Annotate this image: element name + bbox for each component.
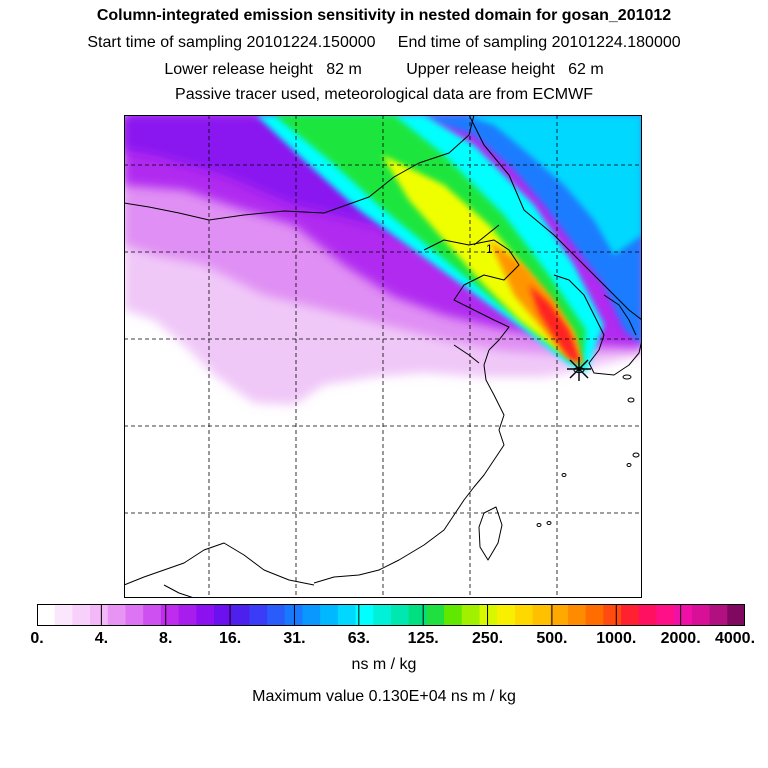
colorbar-swatch bbox=[550, 604, 569, 626]
colorbar-tick-label: 0. bbox=[30, 630, 44, 647]
sensitivity-field-purple bbox=[124, 115, 544, 305]
colorbar-tick-label: 16. bbox=[218, 630, 242, 647]
colorbar-swatch bbox=[284, 604, 304, 626]
colorbar-swatch bbox=[674, 604, 693, 626]
colorbar-swatch bbox=[160, 604, 180, 626]
colorbar-border bbox=[37, 604, 745, 626]
colorbar-tick-label: 125. bbox=[407, 630, 439, 647]
colorbar-swatch bbox=[691, 604, 711, 626]
colorbar-swatch bbox=[249, 604, 268, 626]
colorbar-swatch bbox=[355, 604, 374, 626]
colorbar-swatch bbox=[178, 604, 197, 626]
colorbar-tick-label: 31. bbox=[283, 630, 306, 647]
colorbar-tick-label: 250. bbox=[471, 630, 504, 647]
colorbar-tick-label: 1000. bbox=[596, 630, 637, 647]
colorbar-tick-label: 2000. bbox=[660, 630, 701, 647]
colorbar-swatch bbox=[37, 604, 56, 626]
map-border bbox=[124, 115, 642, 598]
colorbar-tick-labels: 0. 4. 8. 16. 31. 63. 125. 250. 500. 1000. 2000. 400… bbox=[0, 630, 768, 652]
colorbar-swatch bbox=[214, 604, 233, 626]
coastlines bbox=[124, 115, 642, 598]
colorbar-swatch bbox=[568, 604, 587, 626]
colorbar-swatch bbox=[143, 604, 162, 626]
sampling-time-line: Start time of sampling 20101224.150000 E… bbox=[87, 34, 681, 51]
colorbar-swatch bbox=[656, 604, 675, 626]
colorbar-swatch bbox=[585, 604, 604, 626]
colorbar-swatch bbox=[408, 604, 427, 626]
colorbar-swatch bbox=[72, 604, 91, 626]
release-label-marker: 1 bbox=[486, 242, 493, 256]
colorbar-swatch bbox=[231, 604, 250, 626]
plume-red bbox=[529, 285, 581, 363]
colorbar-tick-label: 4000. bbox=[714, 630, 756, 647]
colorbar-swatch bbox=[727, 604, 746, 626]
sensitivity-field-cyan-ne bbox=[464, 115, 642, 255]
colorbar-swatch bbox=[532, 604, 551, 626]
sensitivity-map: 1 bbox=[124, 115, 642, 598]
map-title: Column-integrated emission sensitivity i… bbox=[96, 7, 672, 24]
colorbar-swatch bbox=[320, 604, 339, 626]
colorbar-swatch bbox=[709, 604, 728, 626]
colorbar-tick-label: 4. bbox=[94, 630, 109, 647]
colorbar-swatch bbox=[267, 604, 286, 626]
colorbar-tick-label: 8. bbox=[159, 630, 173, 647]
colorbar-swatch bbox=[497, 604, 516, 626]
colorbar-swatch bbox=[621, 604, 640, 626]
colorbar-swatch bbox=[479, 604, 498, 626]
colorbar-swatch bbox=[638, 604, 658, 626]
colorbar-swatch bbox=[196, 604, 215, 626]
maximum-value-label: Maximum value 0.130E+04 ns m / kg bbox=[252, 688, 516, 705]
colorbar-swatch bbox=[302, 604, 321, 626]
colorbar-swatch bbox=[54, 604, 73, 626]
receptor-asterisk-icon bbox=[567, 357, 591, 381]
tracer-info-line: Passive tracer used, meteorological data… bbox=[175, 86, 593, 103]
colorbar bbox=[36, 604, 746, 626]
colorbar-swatch bbox=[461, 604, 481, 626]
release-height-line: Lower release height 82 m Upper release … bbox=[164, 61, 604, 78]
colorbar-swatch bbox=[90, 604, 109, 626]
colorbar-swatch bbox=[107, 604, 127, 626]
colorbar-units: ns m / kg bbox=[351, 656, 417, 673]
colorbar-tick-label: 63. bbox=[347, 630, 370, 647]
colorbar-swatch bbox=[444, 604, 463, 626]
map-graticule bbox=[124, 115, 642, 598]
colorbar-swatch bbox=[603, 604, 622, 626]
colorbar-swatch bbox=[373, 604, 392, 626]
colorbar-tick-label: 500. bbox=[536, 630, 568, 647]
colorbar-swatch bbox=[514, 604, 534, 626]
colorbar-swatch bbox=[125, 604, 144, 626]
colorbar-swatch bbox=[391, 604, 410, 626]
islands bbox=[536, 367, 640, 527]
colorbar-swatch bbox=[426, 604, 445, 626]
colorbar-swatch bbox=[337, 604, 357, 626]
